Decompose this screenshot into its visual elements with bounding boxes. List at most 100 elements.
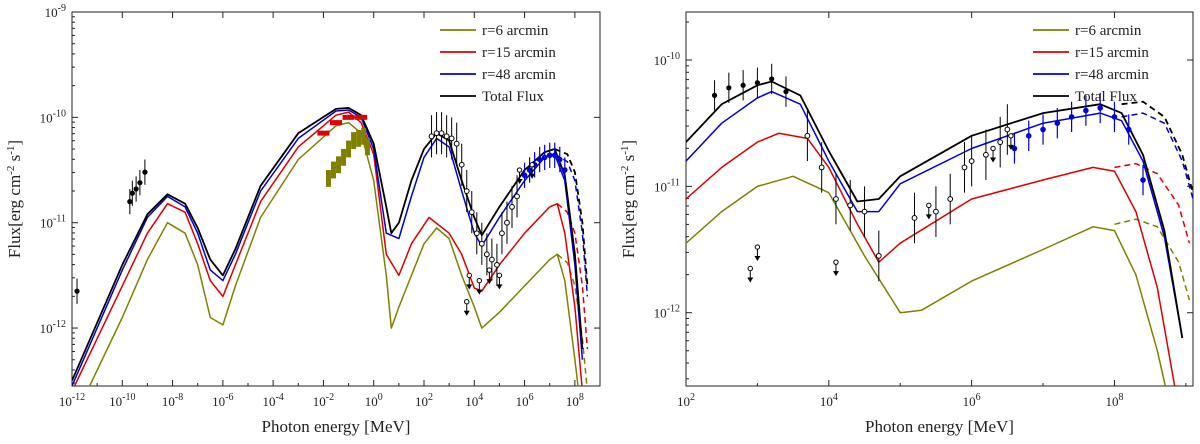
series-line-1 — [73, 111, 583, 386]
black-filled-point — [74, 288, 80, 294]
red-band-point — [342, 114, 355, 120]
x-tick-label-base: 10 — [415, 394, 428, 409]
blue-filled-point — [536, 156, 543, 163]
black-open-point — [483, 251, 490, 258]
black-open-point — [818, 164, 825, 171]
x-tick-label-base: 10 — [313, 394, 326, 409]
y-title-end: ] — [5, 140, 24, 146]
upper-limit-marker — [476, 277, 483, 284]
upper-limit-marker — [466, 272, 472, 279]
y-tick-label-exp: -9 — [58, 3, 66, 14]
x-axis-title: Photon energy [MeV] — [865, 417, 1014, 436]
series-dashed-0 — [556, 253, 588, 386]
x-tick-label: 102 — [677, 392, 695, 409]
y-title-exp-cm: -2 — [619, 166, 631, 175]
y-title-base: Flux[erg cm — [619, 175, 638, 258]
y-tick-label-base: 10 — [45, 5, 58, 20]
y-tick-label-exp: -10 — [667, 51, 680, 62]
blue-filled-point — [1011, 145, 1018, 152]
y-tick-label-base: 10 — [654, 306, 667, 321]
legend-label-3: Total Flux — [482, 89, 544, 105]
panel-left: 10-12 10-10 10-8 10-6 10-4 10-2 100 102 104 106 10… — [5, 3, 601, 436]
x-tick-label: 108 — [1105, 392, 1123, 409]
black-filled-point — [783, 89, 789, 95]
series-dashed-1 — [1114, 162, 1191, 244]
black-open-point — [453, 140, 460, 147]
black-open-point — [468, 209, 475, 216]
y-tick-label-base: 10 — [654, 179, 667, 194]
black-open-point — [478, 240, 485, 247]
series-dashed-3 — [554, 148, 589, 286]
series-line-0 — [686, 175, 1167, 386]
black-open-point — [933, 208, 939, 215]
y-title-mid: s — [619, 155, 638, 166]
y-title-end: ] — [619, 140, 638, 146]
y-tick-label-base: 10 — [40, 321, 53, 336]
black-open-point — [514, 193, 520, 200]
x-tick-label-base: 10 — [212, 394, 225, 409]
legend-label-1: r=15 arcmin — [1075, 45, 1149, 61]
black-open-point — [458, 161, 465, 168]
black-open-point — [804, 132, 811, 139]
upper-limit-marker — [464, 299, 470, 305]
black-open-point — [997, 139, 1004, 146]
y-tick-label: 10-12 — [654, 304, 680, 321]
black-filled-point — [740, 82, 746, 88]
black-filled-point — [142, 169, 148, 175]
x-tick-label-base: 10 — [59, 394, 72, 409]
y-tick-label-base: 10 — [40, 216, 53, 231]
upper-limit-arrow — [925, 214, 932, 220]
upper-limit-arrow — [529, 173, 536, 179]
x-tick-label-base: 10 — [1105, 394, 1118, 409]
x-tick-label-exp: -8 — [175, 392, 183, 403]
x-tick-label: 10-10 — [109, 392, 135, 409]
black-open-point — [947, 196, 954, 202]
black-open-point — [463, 188, 470, 194]
black-open-point — [448, 135, 455, 142]
x-tick-label-base: 10 — [162, 394, 175, 409]
black-open-point — [488, 256, 495, 263]
legend-label-2: r=48 arcmin — [482, 67, 556, 83]
series-dashed-3 — [1121, 100, 1193, 193]
x-tick-label: 106 — [516, 392, 534, 409]
black-open-point — [911, 215, 918, 221]
series-line-1 — [686, 132, 1176, 386]
y-tick-label-exp: -11 — [667, 177, 680, 188]
black-open-point — [847, 202, 854, 209]
upper-limit-marker — [754, 244, 761, 250]
legend-label-3: Total Flux — [1075, 89, 1137, 105]
y-tick-label: 10-10 — [40, 108, 66, 125]
x-tick-label: 10-4 — [262, 392, 283, 409]
x-tick-label: 104 — [820, 392, 838, 409]
x-tick-label-base: 10 — [465, 394, 478, 409]
legend: r=6 arcmin r=15 arcmin r=48 arcmin Total Fl… — [1033, 23, 1149, 105]
y-tick-label: 10-9 — [45, 3, 66, 20]
y-title-mid: s — [5, 155, 24, 166]
black-open-point — [428, 133, 435, 140]
x-tick-label-exp: 2 — [690, 392, 695, 403]
blue-filled-point — [526, 167, 533, 173]
y-title-exp-s: -1 — [619, 146, 631, 155]
x-tick-label-exp: -12 — [72, 392, 85, 403]
legend: r=6 arcmin r=15 arcmin r=48 arcmin Total Fl… — [440, 23, 556, 105]
x-tick-label-base: 10 — [516, 394, 529, 409]
x-tick-label-exp: -4 — [275, 392, 283, 403]
upper-limit-arrow — [832, 271, 839, 277]
x-tick-label-base: 10 — [820, 394, 833, 409]
series-line-0 — [88, 121, 579, 386]
y-tick-label-base: 10 — [654, 53, 667, 68]
black-open-point — [494, 261, 500, 268]
y-tick-label: 10-10 — [654, 51, 680, 68]
x-tick-label-base: 10 — [963, 394, 976, 409]
x-tick-label: 10-2 — [313, 392, 334, 409]
blue-filled-point — [1083, 107, 1089, 114]
black-filled-point — [133, 186, 139, 192]
black-filled-point — [726, 85, 732, 91]
upper-limit-marker — [990, 145, 996, 152]
y-axis-title: Flux[erg cm-2 s-1] — [5, 140, 24, 258]
x-tick-label-exp: 6 — [976, 392, 981, 403]
series-line-3 — [686, 80, 1184, 339]
